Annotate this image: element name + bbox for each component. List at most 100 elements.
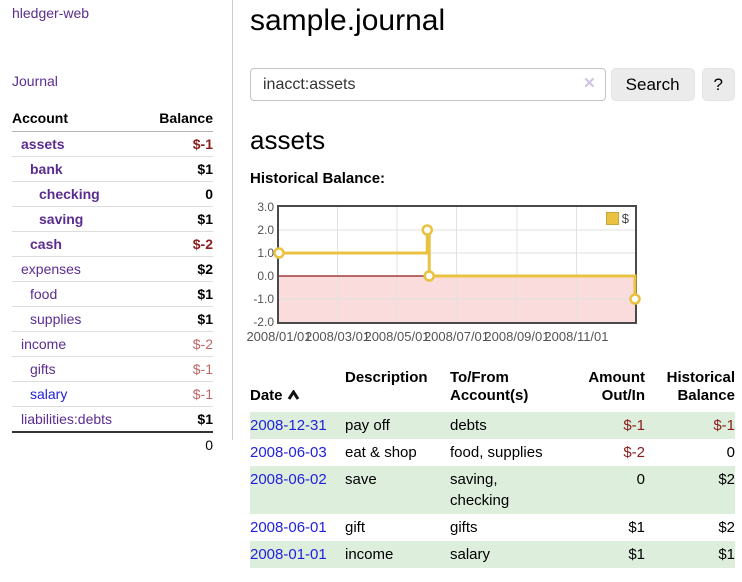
transaction-balance: $1 [718,546,735,563]
account-link-assets[interactable]: assets [21,136,65,152]
column-header-accounts: To/From Account(s) [450,369,529,404]
account-balance: $-1 [192,386,213,402]
transaction-date-link[interactable]: 2008-06-02 [250,471,327,488]
account-link-income[interactable]: income [21,336,67,352]
account-row: cash $-2 [12,232,213,257]
transaction-balance: $2 [718,471,735,488]
account-row: checking 0 [12,182,213,207]
account-link-liabilities-debts[interactable]: liabilities:debts [21,411,113,427]
transaction-row: 2008-01-01 income salary $1 $1 [250,541,735,568]
x-axis-tick-label: 2008/03/01 [304,329,371,344]
clear-search-icon[interactable]: ✕ [583,75,596,92]
account-row: salary $-1 [12,382,213,407]
account-balance: $1 [197,286,213,302]
transaction-amount: $-1 [623,417,645,434]
transaction-amount: 0 [636,471,645,488]
y-axis-tick-label: -1.0 [253,292,274,306]
account-balance: $-2 [192,236,213,252]
x-axis-tick-label: 2008/01/01 [246,329,312,344]
account-balance: $1 [197,161,213,177]
page-title: sample.journal [250,4,446,37]
account-row: food $1 [12,282,213,307]
sidebar-item-journal[interactable]: Journal [12,73,58,89]
transaction-description: eat & shop [345,444,417,461]
account-row: gifts $-1 [12,357,213,382]
transaction-amount: $1 [628,519,645,536]
chart-label: Historical Balance: [250,170,386,187]
historical-balance-chart: 3.0 2.0 1.0 0.0 -1.0 -2.0 $ 2008/01/01 2008/03… [246,200,735,346]
account-link-supplies[interactable]: supplies [30,311,82,327]
transaction-amount: $-2 [623,444,645,461]
x-axis-tick-label: 2008/05/01 [364,329,430,344]
account-row: liabilities:debts $1 [12,407,213,432]
transaction-accounts: salary [450,546,491,563]
account-link-cash[interactable]: cash [30,236,62,252]
account-link-saving[interactable]: saving [39,211,84,227]
transaction-date-link[interactable]: 2008-12-31 [250,417,327,434]
y-axis-tick-label: -2.0 [253,315,274,329]
accounts-table: Account Balance assets $-1 bank $1 check… [12,107,213,457]
account-row: income $-2 [12,332,213,357]
transaction-row: 2008-06-03 eat & shop food, supplies $-2… [250,439,735,466]
column-header-amount: Amount Out/In [588,369,645,404]
account-link-salary[interactable]: salary [30,386,68,402]
search-button[interactable]: Search [610,68,695,101]
transaction-row: 2008-12-31 pay off debts $-1 $-1 [250,412,735,439]
account-balance: $-1 [192,361,213,377]
account-link-food[interactable]: food [30,286,58,302]
account-link-checking[interactable]: checking [39,186,100,202]
app-brand-link[interactable]: hledger-web [12,5,90,21]
transaction-accounts: gifts [450,519,478,536]
transaction-description: income [345,546,394,563]
transaction-description: pay off [345,417,390,434]
accounts-header-row: Account Balance [12,107,213,132]
account-row: supplies $1 [12,307,213,332]
transaction-description: gift [345,519,366,536]
sort-ascending-icon [287,389,299,400]
search-input[interactable] [250,68,606,101]
account-link-expenses[interactable]: expenses [21,261,81,277]
chart-legend: $ [603,210,631,227]
register-header-row: Date Description To/From Account(s) Amou… [250,367,735,412]
transaction-description: save [345,471,377,488]
transaction-amount: $1 [628,546,645,563]
accounts-header-balance: Balance [142,107,213,132]
x-axis-tick-label: 2008/09/01 [484,329,550,344]
transaction-date-link[interactable]: 2008-01-01 [250,546,327,563]
transaction-row: 2008-06-02 save saving, checking 0 $2 [250,466,735,514]
transaction-balance: $-1 [713,417,735,434]
account-balance: $1 [197,211,213,227]
account-balance: $1 [197,311,213,327]
account-link-gifts[interactable]: gifts [30,361,56,377]
x-axis-tick-label: 2008/11/01 [544,329,609,344]
account-balance: 0 [205,186,213,202]
search-bar: ✕ Search ? [250,68,735,101]
account-balance: $-2 [192,336,213,352]
transaction-balance: $2 [718,519,735,536]
help-button[interactable]: ? [701,68,735,101]
main-content: sample.journal ✕ Search ? assets Histori… [246,0,735,568]
column-header-description: Description [345,369,428,386]
x-axis-tick-label: 2008/07/01 [423,329,490,344]
transaction-accounts: food, supplies [450,444,543,461]
column-header-balance: Historical Balance [666,369,735,404]
chart-series-svg [273,207,641,322]
transaction-date-link[interactable]: 2008-06-03 [250,444,327,461]
transaction-accounts: saving, checking [450,471,510,509]
account-row: expenses $2 [12,257,213,282]
y-axis-tick-label: 0.0 [257,269,274,283]
transaction-date-link[interactable]: 2008-06-01 [250,519,327,536]
column-header-date[interactable]: Date [250,367,345,412]
legend-label: $ [621,211,629,226]
transaction-row: 2008-06-01 gift gifts $1 $2 [250,514,735,541]
account-row: assets $-1 [12,132,213,157]
y-axis-tick-label: 1.0 [257,246,274,260]
sidebar: hledger-web Journal Account Balance asse… [0,0,233,453]
transaction-accounts: debts [450,417,487,434]
chart-plot-area: $ [273,205,641,324]
legend-swatch-icon [605,212,619,225]
account-link-bank[interactable]: bank [30,161,63,177]
accounts-total-value: 0 [205,437,213,453]
accounts-total-row: 0 [12,432,213,457]
transaction-balance: 0 [726,444,735,461]
